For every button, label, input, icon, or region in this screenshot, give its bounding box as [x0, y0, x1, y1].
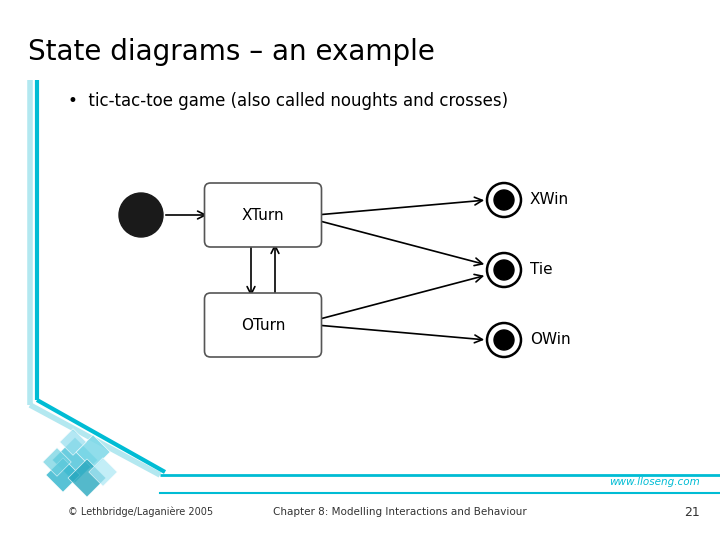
Polygon shape [42, 448, 71, 476]
Polygon shape [53, 437, 98, 483]
FancyBboxPatch shape [204, 293, 322, 357]
Text: •  tic-tac-toe game (also called noughts and crosses): • tic-tac-toe game (also called noughts … [68, 92, 508, 110]
Text: OWin: OWin [530, 333, 571, 348]
Text: www.lloseng.com: www.lloseng.com [609, 477, 700, 487]
Circle shape [119, 193, 163, 237]
Polygon shape [60, 429, 86, 455]
Polygon shape [89, 458, 117, 486]
FancyBboxPatch shape [204, 183, 322, 247]
Polygon shape [68, 459, 106, 497]
Polygon shape [46, 458, 80, 492]
Text: XTurn: XTurn [242, 207, 284, 222]
Text: © Lethbridge/Laganière 2005: © Lethbridge/Laganière 2005 [68, 507, 213, 517]
Text: 21: 21 [684, 505, 700, 518]
Circle shape [494, 330, 514, 350]
Text: XWin: XWin [530, 192, 569, 207]
Text: State diagrams – an example: State diagrams – an example [28, 38, 435, 66]
Text: Chapter 8: Modelling Interactions and Behaviour: Chapter 8: Modelling Interactions and Be… [273, 507, 527, 517]
Polygon shape [76, 435, 110, 469]
Circle shape [494, 260, 514, 280]
Text: Tie: Tie [530, 262, 553, 278]
Text: OTurn: OTurn [240, 318, 285, 333]
Circle shape [494, 190, 514, 210]
